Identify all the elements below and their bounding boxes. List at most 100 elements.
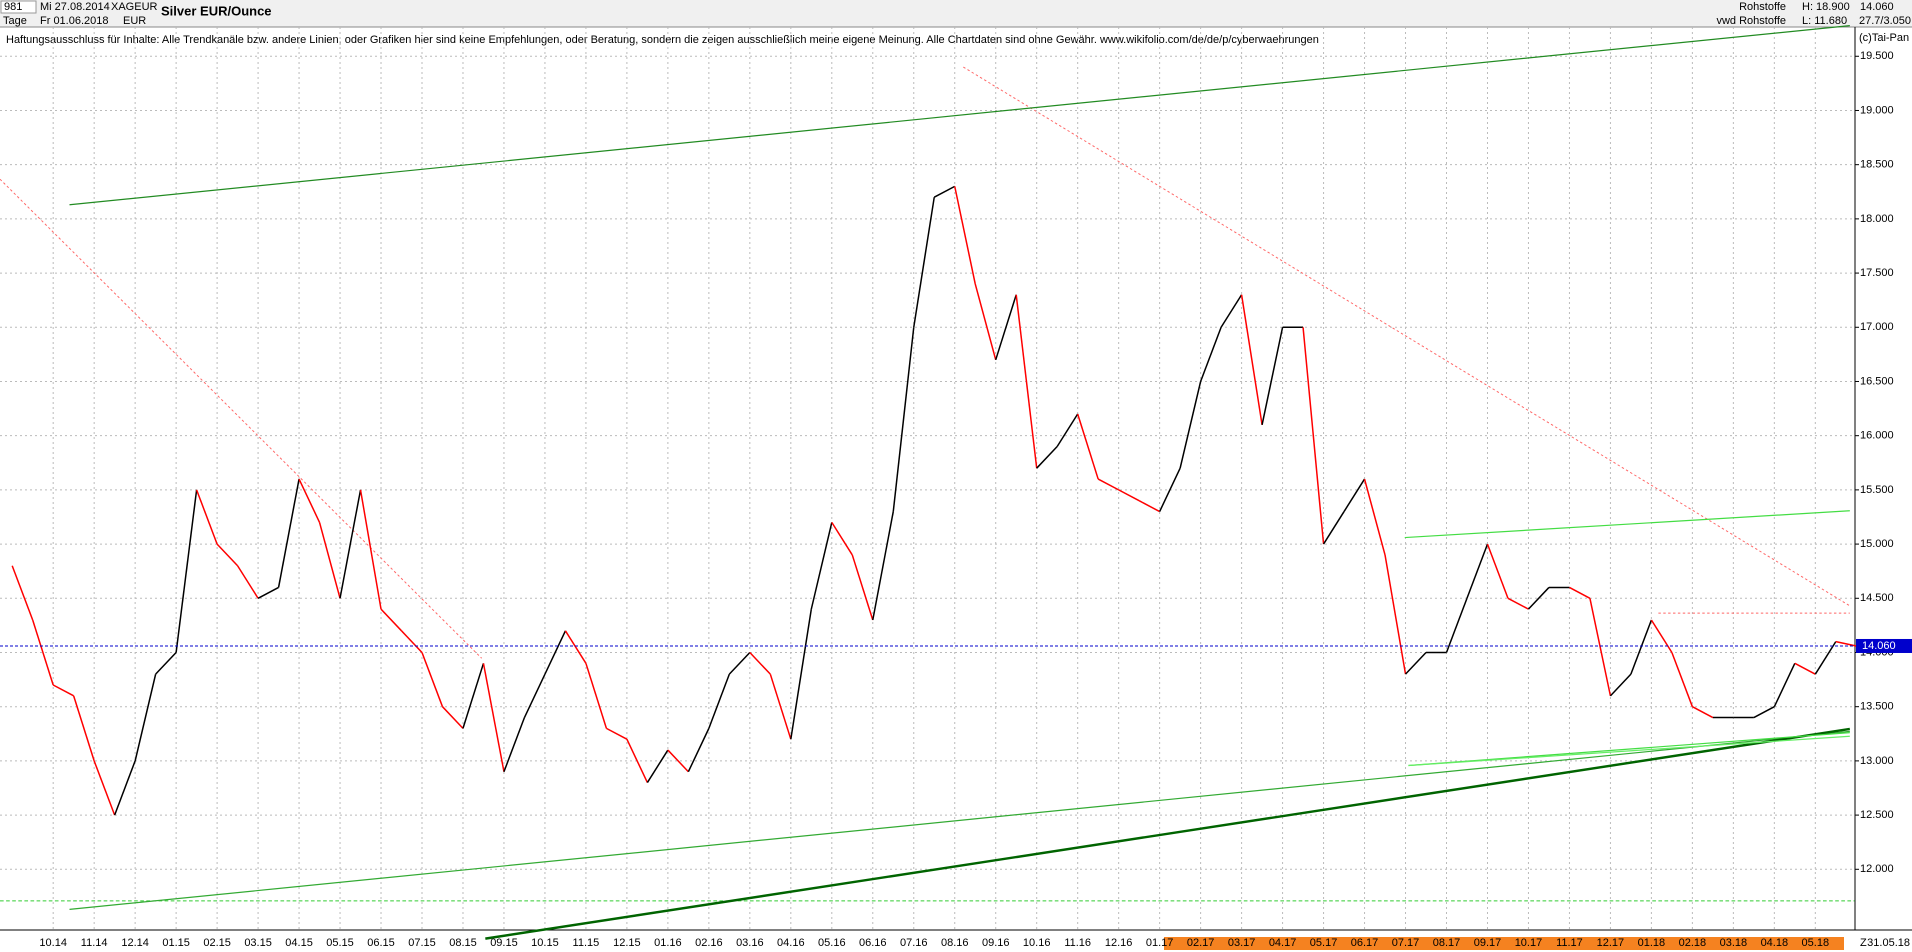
- price-segment: [257, 586, 279, 599]
- y-tick-label: 18.000: [1860, 213, 1894, 225]
- price-segment: [1486, 543, 1509, 599]
- price-segment: [1363, 478, 1386, 556]
- price-segment: [1015, 294, 1038, 469]
- header-bar: [0, 0, 1912, 27]
- bars-count[interactable]: 981: [4, 1, 22, 13]
- x-tick-label: 01.17: [1146, 937, 1174, 949]
- price-segment: [544, 630, 567, 675]
- price-segment: [1056, 413, 1079, 447]
- price-segment: [462, 663, 485, 729]
- price-segment: [318, 522, 341, 599]
- price-series: [11, 185, 1857, 816]
- price-segment: [175, 489, 198, 653]
- x-tick-label: 04.18: [1761, 937, 1789, 949]
- x-tick-label: 09.16: [982, 937, 1010, 949]
- x-tick-label: 03.16: [736, 937, 764, 949]
- price-segment: [790, 609, 813, 740]
- price-segment: [277, 478, 300, 588]
- price-segment: [236, 565, 259, 599]
- price-segment: [564, 630, 587, 664]
- x-tick-label: 05.16: [818, 937, 846, 949]
- currency: EUR: [123, 15, 146, 27]
- price-segment: [113, 760, 136, 816]
- x-tick-label: 09.17: [1474, 937, 1502, 949]
- date-to: Fr 01.06.2018: [40, 15, 109, 27]
- price-segment: [134, 673, 157, 762]
- y-tick-label: 19.500: [1860, 50, 1894, 62]
- price-segment: [667, 749, 689, 773]
- price-segment: [359, 489, 382, 610]
- trendline: [0, 178, 483, 659]
- x-tick-label: 07.16: [900, 937, 928, 949]
- price-segment: [831, 522, 853, 556]
- price-segment: [155, 651, 177, 675]
- x-tick-label: 09.15: [490, 937, 518, 949]
- price-segment: [585, 663, 608, 729]
- trendline: [485, 727, 1851, 940]
- price-segment: [1671, 652, 1694, 707]
- chart-title: Silver EUR/Ounce: [161, 3, 272, 18]
- y-tick-label: 16.000: [1860, 430, 1894, 442]
- price-segment: [1773, 663, 1796, 708]
- price-segment: [11, 565, 34, 621]
- x-tick-label: 10.15: [531, 937, 559, 949]
- price-segment: [1630, 619, 1653, 675]
- x-tick-label: 04.17: [1269, 937, 1297, 949]
- unit-select[interactable]: Tage: [3, 15, 27, 27]
- price-segment: [1692, 706, 1714, 719]
- last-header: 14.060: [1860, 1, 1894, 13]
- group: Rohstoffe: [1739, 1, 1786, 13]
- y-tick-label: 17.500: [1860, 267, 1894, 279]
- x-tick-label: 08.15: [449, 937, 477, 949]
- x-tick-label: 05.18: [1802, 937, 1830, 949]
- scale: 27.7/3.050: [1859, 15, 1911, 27]
- price-segment: [1384, 554, 1407, 675]
- price-segment: [1466, 543, 1489, 599]
- trendline: [963, 66, 1851, 607]
- x-tick-label: 06.16: [859, 937, 887, 949]
- x-tick-label: 05.17: [1310, 937, 1338, 949]
- price-segment: [52, 684, 75, 697]
- y-tick-label: 17.000: [1860, 321, 1894, 333]
- last-price-label: 14.060: [1862, 640, 1896, 652]
- date-from: Mi 27.08.2014: [40, 1, 110, 13]
- y-tick-label: 13.500: [1860, 701, 1894, 713]
- price-segment: [380, 608, 403, 632]
- price-segment: [892, 327, 915, 512]
- x-tick-label: 03.15: [244, 937, 272, 949]
- price-segment: [728, 651, 751, 675]
- price-segment: [1814, 641, 1837, 675]
- price-segment: [1158, 467, 1181, 512]
- price-segment: [1220, 294, 1243, 328]
- price-segment: [216, 543, 239, 567]
- price-segment: [954, 186, 976, 285]
- price-segment: [1507, 597, 1529, 610]
- trendline: [1404, 510, 1850, 539]
- price-segment: [851, 554, 874, 621]
- price-segment: [339, 489, 362, 599]
- symbol: XAGEUR: [111, 1, 158, 13]
- price-segment: [606, 727, 628, 740]
- price-segment: [933, 185, 956, 198]
- price-segment: [1302, 327, 1325, 545]
- price-segment: [687, 728, 710, 773]
- x-tick-label: 02.15: [203, 937, 231, 949]
- price-segment: [1322, 511, 1345, 545]
- price-segment: [1650, 619, 1673, 653]
- x-tick-label: 11.16: [1064, 937, 1091, 949]
- price-segment: [93, 760, 116, 816]
- x-tick-label: 03.18: [1720, 937, 1748, 949]
- price-segment: [1404, 651, 1427, 675]
- price-segment: [872, 511, 895, 621]
- price-segment: [646, 749, 669, 783]
- price-segment: [1445, 598, 1468, 653]
- price-segment: [749, 651, 771, 675]
- price-segment: [523, 673, 546, 718]
- x-tick-label: 12.15: [613, 937, 641, 949]
- x-tick-label: 01.16: [654, 937, 682, 949]
- x-tick-label: 10.16: [1023, 937, 1051, 949]
- x-tick-label: 11.14: [81, 937, 108, 949]
- bars-box[interactable]: [0, 0, 37, 14]
- low: L: 11.680: [1802, 15, 1847, 27]
